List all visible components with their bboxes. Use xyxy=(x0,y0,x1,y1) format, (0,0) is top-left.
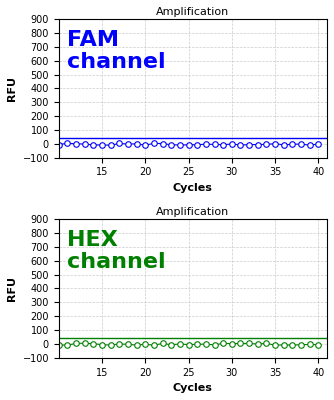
X-axis label: Cycles: Cycles xyxy=(173,383,213,393)
Title: Amplification: Amplification xyxy=(156,7,229,17)
Text: FAM
channel: FAM channel xyxy=(67,30,165,72)
X-axis label: Cycles: Cycles xyxy=(173,183,213,193)
Text: HEX
channel: HEX channel xyxy=(67,230,165,272)
Title: Amplification: Amplification xyxy=(156,207,229,217)
Y-axis label: RFU: RFU xyxy=(7,276,17,301)
Y-axis label: RFU: RFU xyxy=(7,76,17,101)
